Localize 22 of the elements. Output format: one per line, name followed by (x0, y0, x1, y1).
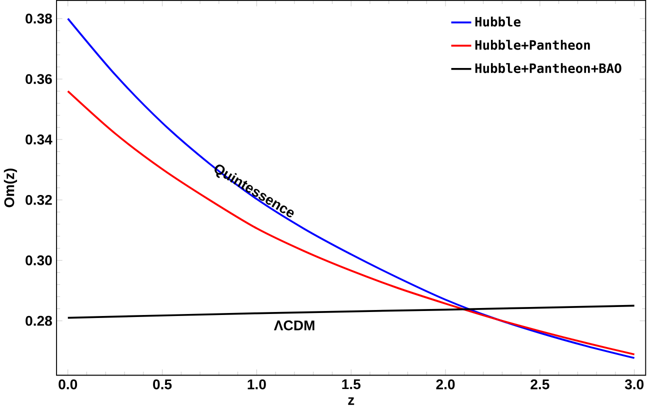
y-tick-label: 0.28 (26, 316, 52, 326)
y-tick-label: 0.34 (26, 134, 52, 145)
y-tick-label: 0.36 (26, 74, 52, 84)
y-tick-label: 0.32 (26, 195, 52, 206)
line-series (66, 304, 636, 319)
x-tick-label: 0.5 (153, 380, 172, 390)
x-tick-label: 1.0 (248, 380, 266, 390)
line-series (66, 18, 636, 360)
x-tick-label: 2.5 (530, 380, 550, 390)
x-tick-label: 0.0 (58, 380, 78, 390)
x-tick-label: 2.0 (436, 380, 455, 390)
legend-label: Hubble+Pantheon+BAO (475, 63, 622, 74)
x-axis-title: z (348, 398, 354, 405)
legend-label: Hubble (475, 16, 521, 27)
x-tick-label: 3.0 (624, 380, 644, 390)
annotation: ΛCDM (274, 320, 314, 331)
x-tick-label: 1.5 (342, 380, 360, 390)
line-series (66, 90, 636, 356)
legend-label: Hubble+Pantheon (475, 40, 590, 50)
y-tick-label: 0.30 (26, 256, 52, 266)
y-tick-label: 0.38 (26, 14, 52, 24)
y-axis-title: Om(z) (4, 168, 18, 208)
